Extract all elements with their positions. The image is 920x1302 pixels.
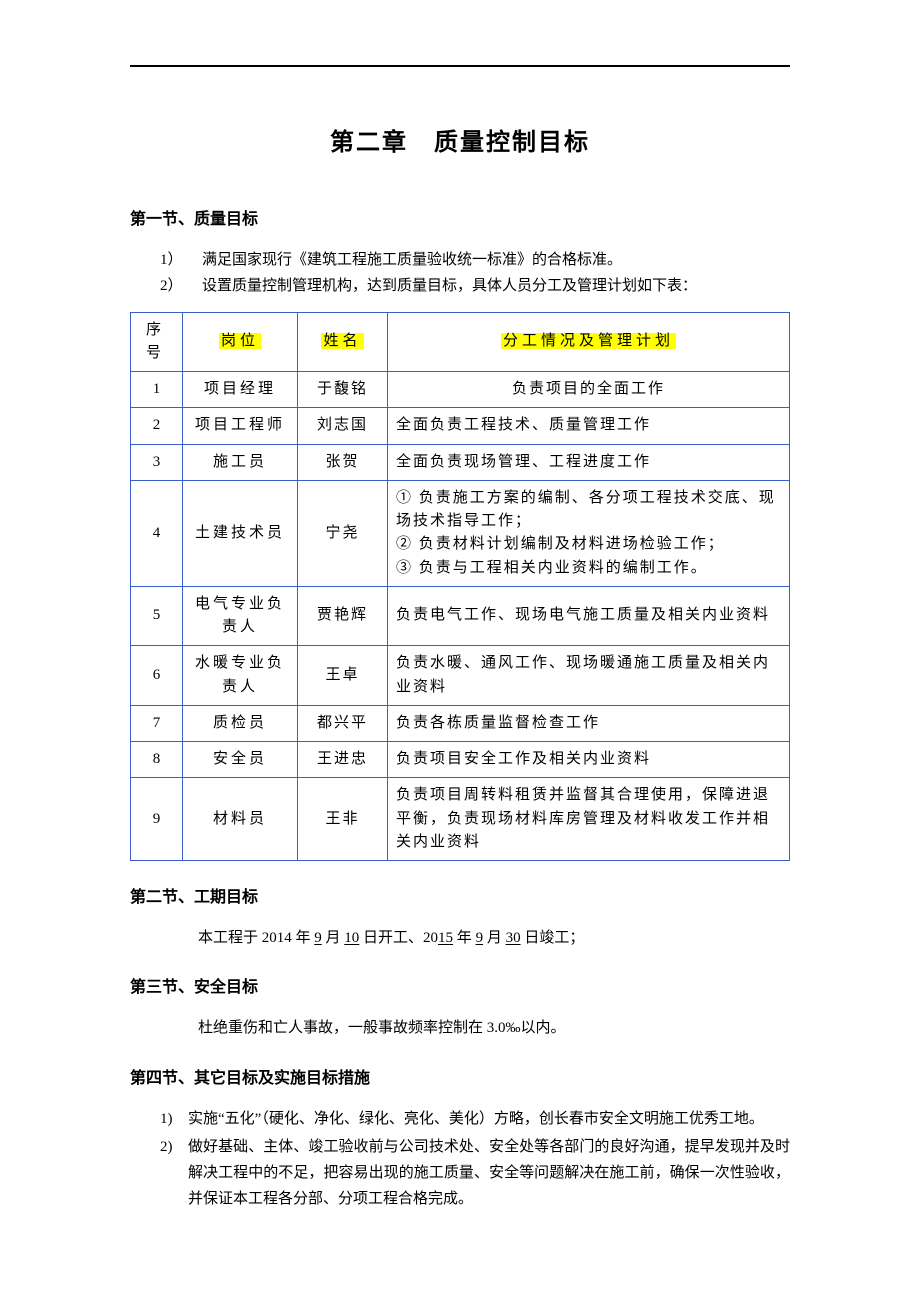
table-row: 1项目经理于馥铭负责项目的全面工作 (131, 372, 790, 408)
cell-name: 宁尧 (298, 480, 388, 586)
cell-name: 张贺 (298, 444, 388, 480)
list-item: 2） 设置质量控制管理机构，达到质量目标，具体人员分工及管理计划如下表： (160, 273, 790, 299)
personnel-table: 序号 岗位 姓名 分工情况及管理计划 1项目经理于馥铭负责项目的全面工作2项目工… (130, 312, 790, 862)
cell-desc: 全面负责现场管理、工程进度工作 (388, 444, 790, 480)
cell-desc: 负责项目周转料租赁并监督其合理使用，保障进退平衡，负责现场材料库房管理及材料收发… (388, 778, 790, 861)
cell-name: 王进忠 (298, 742, 388, 778)
item-text: 设置质量控制管理机构，达到质量目标，具体人员分工及管理计划如下表： (202, 273, 790, 299)
cell-seq: 5 (131, 586, 183, 646)
cell-seq: 3 (131, 444, 183, 480)
table-row: 4土建技术员宁尧① 负责施工方案的编制、各分项工程技术交底、现场技术指导工作；②… (131, 480, 790, 586)
cell-desc: 负责项目安全工作及相关内业资料 (388, 742, 790, 778)
col-header-seq: 序号 (131, 312, 183, 372)
item-number: 2） (160, 273, 202, 299)
cell-desc: 负责电气工作、现场电气施工质量及相关内业资料 (388, 586, 790, 646)
cell-seq: 8 (131, 742, 183, 778)
table-row: 6水暖专业负责人王卓负责水暖、通风工作、现场暖通施工质量及相关内业资料 (131, 646, 790, 706)
item-text: 实施“五化”（硬化、净化、绿化、亮化、美化）方略，创长春市安全文明施工优秀工地。 (188, 1106, 790, 1132)
cell-desc: 全面负责工程技术、质量管理工作 (388, 408, 790, 444)
cell-position: 材料员 (183, 778, 298, 861)
cell-position: 土建技术员 (183, 480, 298, 586)
table-row: 8安全员王进忠负责项目安全工作及相关内业资料 (131, 742, 790, 778)
section-3-paragraph: 杜绝重伤和亡人事故，一般事故频率控制在 3.0‰以内。 (130, 1015, 790, 1041)
item-text: 满足国家现行《建筑工程施工质量验收统一标准》的合格标准。 (202, 247, 790, 273)
list-item: 1） 满足国家现行《建筑工程施工质量验收统一标准》的合格标准。 (160, 247, 790, 273)
chapter-title: 第二章 质量控制目标 (130, 122, 790, 157)
cell-name: 贾艳辉 (298, 586, 388, 646)
item-number: 1） (160, 247, 202, 273)
section-2-heading: 第二节、工期目标 (130, 883, 790, 907)
top-horizontal-rule (130, 65, 790, 67)
list-item: 2)做好基础、主体、竣工验收前与公司技术处、安全处等各部门的良好沟通，提早发现并… (160, 1134, 790, 1213)
cell-desc: 负责项目的全面工作 (388, 372, 790, 408)
col-header-desc: 分工情况及管理计划 (388, 312, 790, 372)
cell-position: 项目工程师 (183, 408, 298, 444)
col-header-position: 岗位 (183, 312, 298, 372)
cell-name: 于馥铭 (298, 372, 388, 408)
table-row: 3施工员张贺全面负责现场管理、工程进度工作 (131, 444, 790, 480)
cell-name: 刘志国 (298, 408, 388, 444)
cell-desc: 负责水暖、通风工作、现场暖通施工质量及相关内业资料 (388, 646, 790, 706)
document-page: 第二章 质量控制目标 第一节、质量目标 1） 满足国家现行《建筑工程施工质量验收… (0, 0, 920, 1285)
table-row: 2项目工程师刘志国全面负责工程技术、质量管理工作 (131, 408, 790, 444)
item-number: 1) (160, 1106, 188, 1132)
item-text: 做好基础、主体、竣工验收前与公司技术处、安全处等各部门的良好沟通，提早发现并及时… (188, 1134, 790, 1213)
table-row: 9材料员王非负责项目周转料租赁并监督其合理使用，保障进退平衡，负责现场材料库房管… (131, 778, 790, 861)
table-row: 7质检员都兴平负责各栋质量监督检查工作 (131, 705, 790, 741)
col-header-name: 姓名 (298, 312, 388, 372)
cell-seq: 2 (131, 408, 183, 444)
table-header-row: 序号 岗位 姓名 分工情况及管理计划 (131, 312, 790, 372)
table-row: 5电气专业负责人贾艳辉负责电气工作、现场电气施工质量及相关内业资料 (131, 586, 790, 646)
cell-seq: 6 (131, 646, 183, 706)
section-3-heading: 第三节、安全目标 (130, 973, 790, 997)
section-1-heading: 第一节、质量目标 (130, 205, 790, 229)
cell-seq: 9 (131, 778, 183, 861)
cell-name: 王卓 (298, 646, 388, 706)
cell-seq: 1 (131, 372, 183, 408)
section-4-list: 1)实施“五化”（硬化、净化、绿化、亮化、美化）方略，创长春市安全文明施工优秀工… (130, 1106, 790, 1213)
section-1-list: 1） 满足国家现行《建筑工程施工质量验收统一标准》的合格标准。 2） 设置质量控… (130, 247, 790, 300)
cell-position: 项目经理 (183, 372, 298, 408)
cell-seq: 7 (131, 705, 183, 741)
section-2-paragraph: 本工程于 2014 年 9 月 10 日开工、2015 年 9 月 30 日竣工… (130, 925, 790, 951)
cell-position: 质检员 (183, 705, 298, 741)
cell-name: 都兴平 (298, 705, 388, 741)
cell-position: 电气专业负责人 (183, 586, 298, 646)
section-4-heading: 第四节、其它目标及实施目标措施 (130, 1064, 790, 1088)
cell-position: 施工员 (183, 444, 298, 480)
list-item: 1)实施“五化”（硬化、净化、绿化、亮化、美化）方略，创长春市安全文明施工优秀工… (160, 1106, 790, 1132)
cell-desc: 负责各栋质量监督检查工作 (388, 705, 790, 741)
cell-seq: 4 (131, 480, 183, 586)
cell-position: 水暖专业负责人 (183, 646, 298, 706)
item-number: 2) (160, 1134, 188, 1213)
cell-name: 王非 (298, 778, 388, 861)
cell-desc: ① 负责施工方案的编制、各分项工程技术交底、现场技术指导工作；② 负责材料计划编… (388, 480, 790, 586)
cell-position: 安全员 (183, 742, 298, 778)
